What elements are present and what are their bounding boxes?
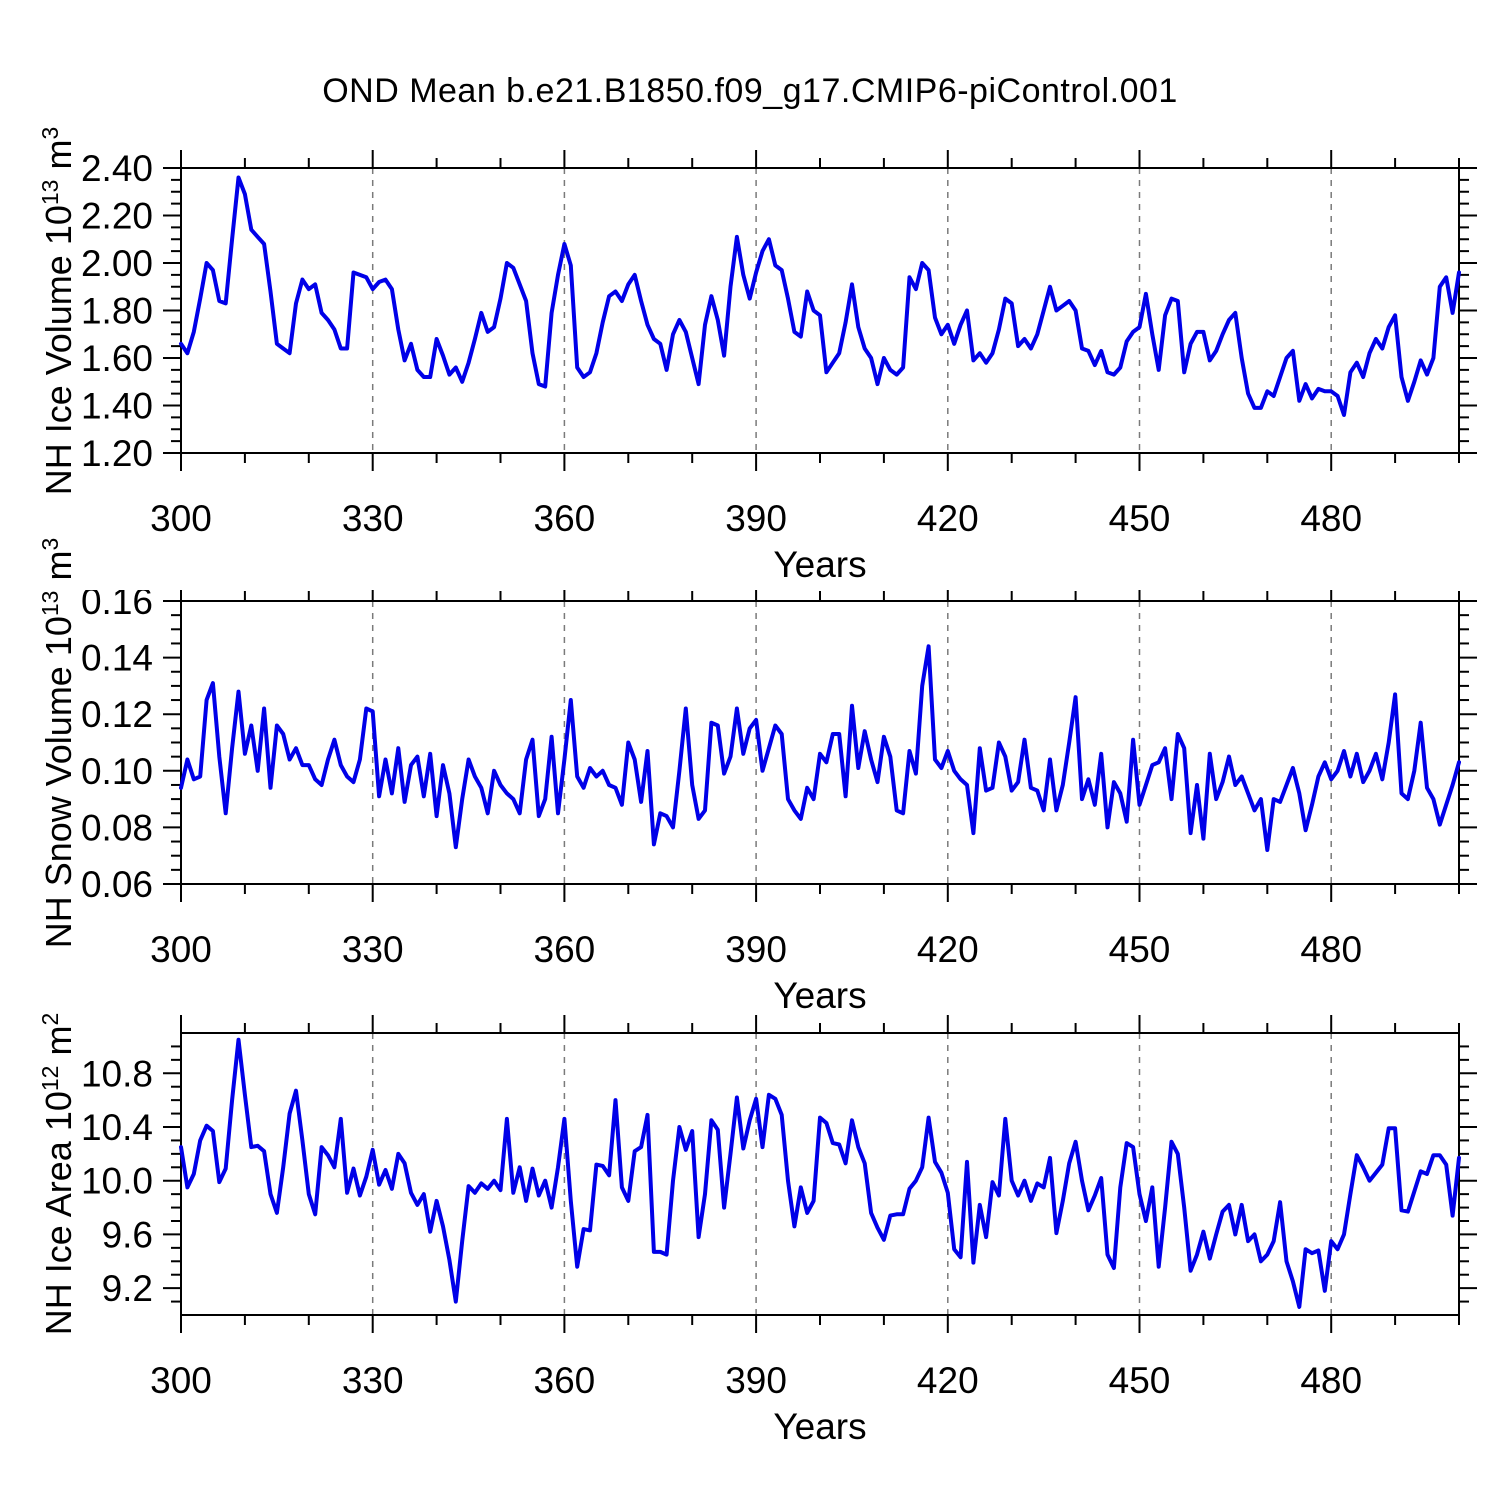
x-tick-label: 330: [342, 1360, 404, 1401]
y-tick-label: 1.80: [81, 291, 153, 332]
x-tick-label: 300: [150, 929, 212, 970]
data-series-line: [179, 175, 1461, 417]
x-tick-label: 480: [1300, 929, 1362, 970]
panel-ice-area: 300 330 360 390 420 450 480 9.2 9.6 10.0 10.4 10.8 Y…: [81, 1015, 1477, 1447]
data-series-line: [179, 644, 1461, 852]
x-axis-label: Years: [773, 544, 866, 585]
y-tick-label: 0.08: [81, 807, 153, 848]
plot-frame: [180, 1032, 1460, 1316]
y-tick-label: 0.14: [81, 638, 153, 679]
y-tick-label: 10.8: [81, 1053, 153, 1094]
x-tick-label: 390: [725, 1360, 787, 1401]
y-tick-label: 2.00: [81, 243, 153, 284]
y-tick-label: 2.20: [81, 196, 153, 237]
y-tick-label: 1.60: [81, 338, 153, 379]
panel-snow-volume: 300 330 360 390 420 450 480 0.06 0.08 0.10 0.12 0.1…: [81, 590, 1477, 1010]
data-series-line: [179, 1037, 1461, 1309]
x-tick-label: 300: [150, 1360, 212, 1401]
y-tick-label: 10.0: [81, 1161, 153, 1202]
x-axis-label: Years: [773, 1406, 866, 1447]
x-tick-label: 330: [342, 929, 404, 970]
y-tick-label: 9.2: [102, 1268, 153, 1309]
y-tick-label: 9.6: [102, 1214, 153, 1255]
x-tick-label: 450: [1109, 929, 1171, 970]
x-tick-label: 360: [534, 1360, 596, 1401]
x-tick-label: 480: [1300, 498, 1362, 539]
x-tick-label: 480: [1300, 1360, 1362, 1401]
x-tick-label: 390: [725, 498, 787, 539]
x-tick-label: 420: [917, 929, 979, 970]
y-tick-label: 2.40: [81, 148, 153, 189]
y-tick-label: 10.4: [81, 1107, 153, 1148]
x-tick-label: 300: [150, 498, 212, 539]
x-tick-label: 420: [917, 498, 979, 539]
y-tick-label: 0.16: [81, 590, 153, 622]
y-tick-label: 0.10: [81, 751, 153, 792]
y-tick-label: 1.40: [81, 386, 153, 427]
x-tick-label: 360: [534, 929, 596, 970]
x-tick-label: 450: [1109, 498, 1171, 539]
x-tick-label: 360: [534, 498, 596, 539]
x-tick-label: 420: [917, 1360, 979, 1401]
y-tick-label: 1.20: [81, 433, 153, 474]
x-tick-label: 390: [725, 929, 787, 970]
y-tick-label: 0.06: [81, 864, 153, 905]
x-tick-label: 450: [1109, 1360, 1171, 1401]
panel-ice-volume: 300 330 360 390 420 450 480 1.20 1.40 1.60 1.80 2.0…: [81, 148, 1477, 585]
y-tick-label: 0.12: [81, 694, 153, 735]
x-axis-label: Years: [773, 975, 866, 1010]
chart-title: OND Mean b.e21.B1850.f09_g17.CMIP6-piCon…: [322, 72, 1178, 110]
x-tick-label: 330: [342, 498, 404, 539]
